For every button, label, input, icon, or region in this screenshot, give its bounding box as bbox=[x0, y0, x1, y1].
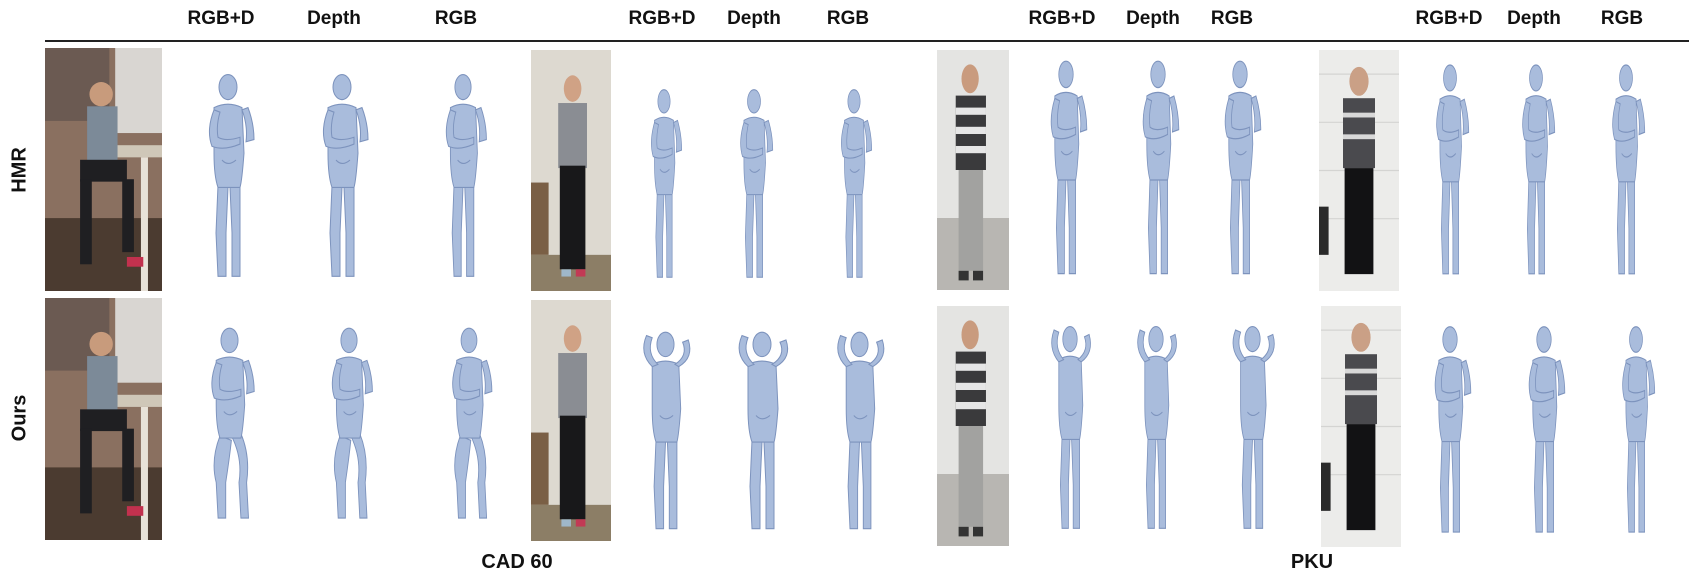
col-header-depth: Depth bbox=[1126, 8, 1180, 29]
body-mesh bbox=[178, 62, 278, 290]
body-mesh bbox=[1500, 52, 1572, 288]
body-mesh bbox=[712, 320, 812, 542]
row-label-hmr: HMR bbox=[8, 147, 31, 193]
body-mesh bbox=[1414, 52, 1486, 288]
input-photo bbox=[1319, 50, 1399, 291]
body-mesh bbox=[182, 316, 277, 538]
body-mesh bbox=[1210, 314, 1295, 542]
body-mesh bbox=[718, 78, 790, 290]
body-mesh bbox=[618, 320, 713, 542]
body-mesh bbox=[425, 316, 513, 538]
col-header-rgbd: RGB+D bbox=[628, 8, 696, 29]
col-header-rgb: RGB bbox=[1210, 8, 1254, 29]
body-mesh bbox=[1200, 48, 1280, 288]
col-header-rgbd: RGB+D bbox=[1415, 8, 1483, 29]
body-mesh bbox=[1590, 52, 1662, 288]
col-header-rgb: RGB bbox=[1600, 8, 1644, 29]
input-photo bbox=[937, 306, 1009, 546]
input-photo bbox=[531, 50, 611, 291]
body-mesh bbox=[292, 62, 392, 290]
body-mesh bbox=[1600, 314, 1672, 546]
col-header-depth: Depth bbox=[307, 8, 361, 29]
col-header-rgbd: RGB+D bbox=[1028, 8, 1096, 29]
body-mesh bbox=[1118, 48, 1198, 288]
body-mesh bbox=[820, 78, 888, 290]
input-photo bbox=[45, 298, 162, 540]
col-header-depth: Depth bbox=[727, 8, 781, 29]
body-mesh bbox=[630, 78, 698, 290]
body-mesh bbox=[304, 316, 394, 538]
col-header-rgbd: RGB+D bbox=[187, 8, 255, 29]
body-mesh bbox=[1030, 314, 1110, 542]
dataset-label-pku: PKU bbox=[1290, 551, 1334, 573]
col-header-rgb: RGB bbox=[826, 8, 870, 29]
row-label-ours: Ours bbox=[8, 394, 31, 442]
input-photo bbox=[45, 48, 162, 291]
body-mesh bbox=[418, 62, 508, 290]
body-mesh bbox=[812, 320, 907, 542]
input-photo bbox=[1321, 306, 1401, 547]
body-mesh bbox=[1026, 48, 1106, 288]
header-rule bbox=[45, 40, 1689, 42]
body-mesh bbox=[1116, 314, 1196, 542]
col-header-depth: Depth bbox=[1507, 8, 1561, 29]
input-photo bbox=[531, 300, 611, 541]
col-header-rgb: RGB bbox=[434, 8, 478, 29]
body-mesh bbox=[1410, 314, 1490, 546]
body-mesh bbox=[1504, 314, 1584, 546]
input-photo bbox=[937, 50, 1009, 290]
dataset-label-cad60: CAD 60 bbox=[481, 551, 553, 573]
